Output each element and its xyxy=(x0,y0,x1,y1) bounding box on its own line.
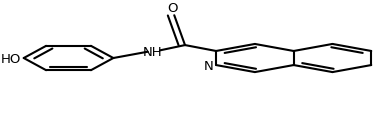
Text: N: N xyxy=(203,59,213,72)
Text: O: O xyxy=(167,2,178,15)
Text: HO: HO xyxy=(0,52,21,65)
Text: NH: NH xyxy=(143,45,163,58)
